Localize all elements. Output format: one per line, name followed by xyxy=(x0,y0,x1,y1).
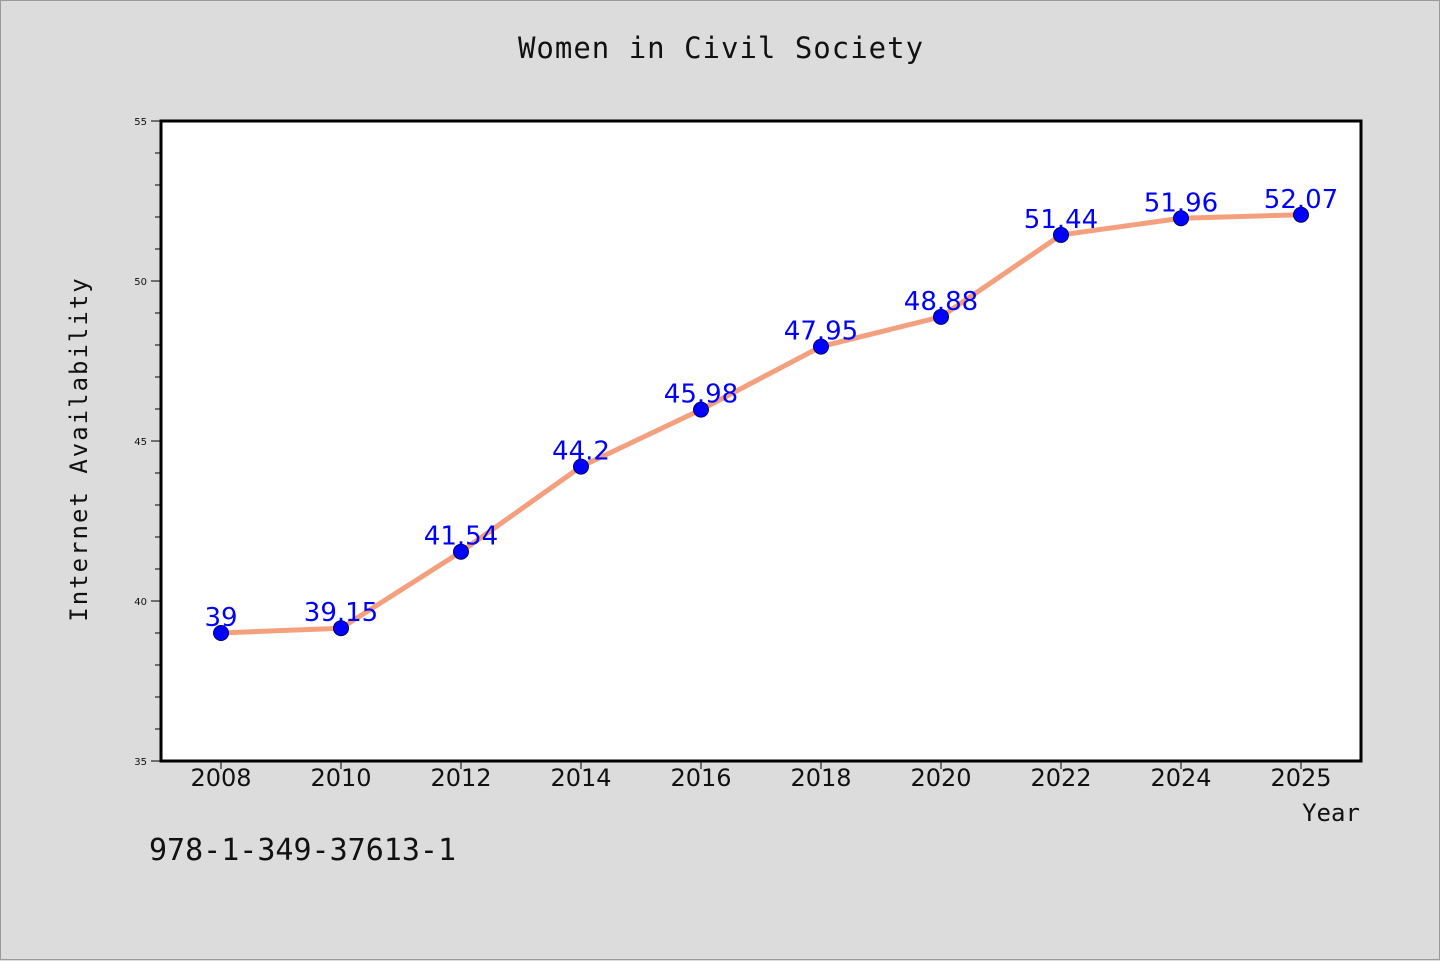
data-label: 45.98 xyxy=(664,380,738,410)
x-axis-label: Year xyxy=(1302,799,1360,827)
data-point xyxy=(453,543,469,560)
data-point xyxy=(213,625,229,641)
data-label: 39 xyxy=(204,603,237,633)
data-point xyxy=(933,308,949,325)
data-label: 41.54 xyxy=(424,522,498,552)
data-label: 39.15 xyxy=(304,598,378,628)
y-tick-label: 55 xyxy=(134,117,147,128)
x-tick-label: 2018 xyxy=(790,764,851,792)
data-point xyxy=(1173,210,1189,227)
y-axis: 35 40 45 50 55 xyxy=(134,117,161,768)
x-tick-label: 2010 xyxy=(310,764,371,792)
x-tick-label: 2024 xyxy=(1150,764,1211,792)
isbn-text: 978-1-349-37613-1 xyxy=(149,833,457,868)
series-line xyxy=(218,212,1304,636)
x-tick-label: 2025 xyxy=(1270,764,1331,792)
data-label: 48.88 xyxy=(904,287,978,317)
data-series: 39 39.15 41.54 44.2 45.98 47.95 48.88 51.44 51.9… xyxy=(204,185,1338,641)
x-tick-label: 2012 xyxy=(430,764,491,792)
data-point xyxy=(1293,206,1309,223)
data-label: 51.44 xyxy=(1024,205,1098,235)
y-tick-label: 50 xyxy=(134,277,147,288)
data-label: 47.95 xyxy=(784,317,858,347)
x-tick-label: 2020 xyxy=(910,764,971,792)
y-tick-label: 35 xyxy=(134,757,147,768)
data-label: 52.07 xyxy=(1264,185,1338,215)
x-tick-label: 2014 xyxy=(550,764,611,792)
data-point xyxy=(333,620,349,637)
y-axis-label: Internet Availability xyxy=(65,276,93,621)
data-label: 44.2 xyxy=(552,437,610,467)
data-point xyxy=(573,458,589,475)
chart-title: Women in Civil Society xyxy=(517,31,925,65)
plot-area xyxy=(161,121,1361,761)
x-axis: 2008 2010 2012 2014 2016 2018 2020 2022 2024 2025 xyxy=(190,761,1332,792)
x-tick-label: 2022 xyxy=(1030,764,1091,792)
data-point xyxy=(693,401,709,418)
y-tick-label: 40 xyxy=(134,597,147,608)
y-tick-label: 45 xyxy=(134,437,147,448)
data-point xyxy=(1053,226,1069,243)
data-label: 51.96 xyxy=(1144,188,1218,218)
x-tick-label: 2016 xyxy=(670,764,731,792)
data-point xyxy=(813,338,829,355)
x-tick-label: 2008 xyxy=(190,764,251,792)
